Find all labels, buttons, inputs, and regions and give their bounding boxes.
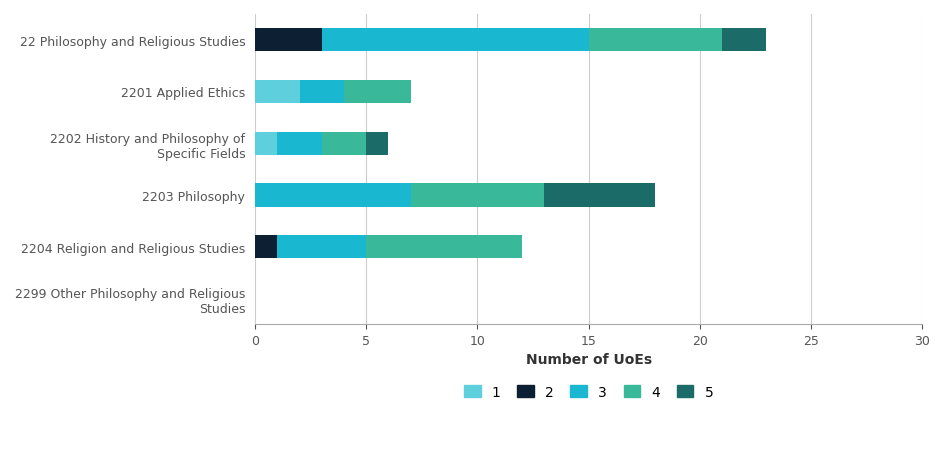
Bar bbox=[255, 132, 277, 156]
Bar bbox=[322, 132, 366, 156]
Bar bbox=[277, 235, 366, 259]
Bar bbox=[322, 29, 588, 52]
Bar bbox=[255, 81, 299, 104]
Legend: 1, 2, 3, 4, 5: 1, 2, 3, 4, 5 bbox=[458, 379, 718, 404]
Bar bbox=[255, 184, 411, 207]
Bar bbox=[277, 132, 322, 156]
Bar bbox=[344, 81, 411, 104]
Bar bbox=[588, 29, 721, 52]
X-axis label: Number of UoEs: Number of UoEs bbox=[525, 353, 651, 367]
Bar bbox=[255, 29, 322, 52]
Bar bbox=[544, 184, 654, 207]
Bar bbox=[366, 235, 521, 259]
Bar bbox=[255, 235, 277, 259]
Bar bbox=[299, 81, 344, 104]
Bar bbox=[411, 184, 544, 207]
Bar bbox=[721, 29, 766, 52]
Bar bbox=[366, 132, 388, 156]
